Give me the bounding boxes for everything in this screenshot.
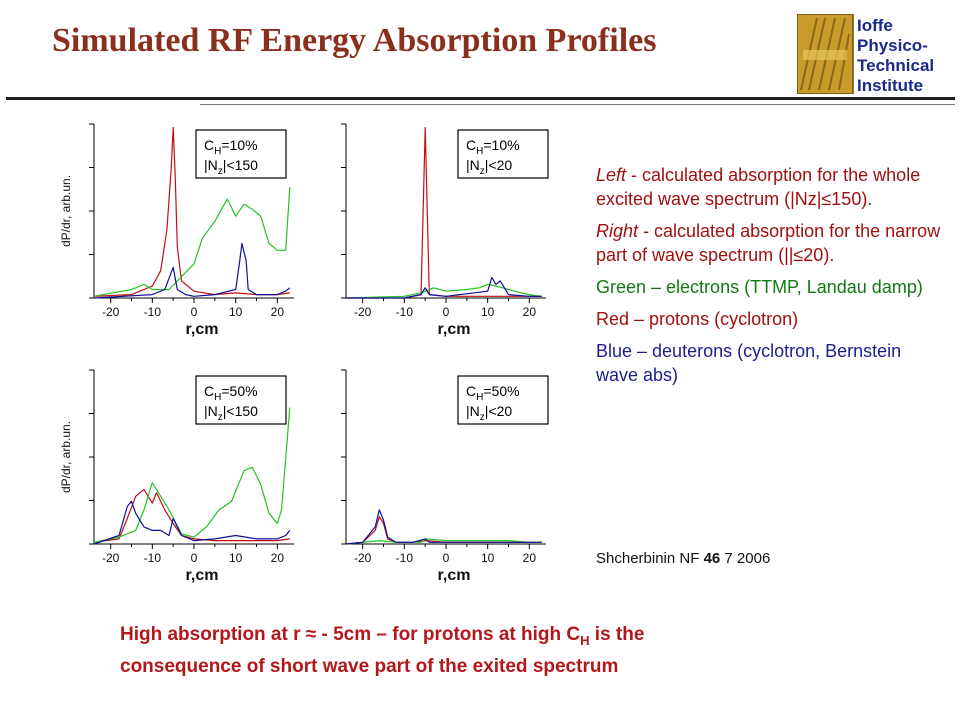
- x-axis-label: r,cm: [186, 567, 219, 584]
- x-tick-label: 20: [523, 305, 537, 319]
- x-tick-label: 10: [229, 305, 243, 319]
- note-red: Red – protons (cyclotron): [596, 309, 799, 329]
- legend-nz: |Nz|<150: [204, 157, 258, 177]
- x-tick-label: 0: [443, 551, 450, 565]
- series-line-blue: [346, 276, 542, 299]
- title-divider-thin: [200, 104, 955, 105]
- series-line-green: [345, 538, 542, 545]
- legend-nz: |Nz|<150: [204, 403, 258, 423]
- slide-title: Simulated RF Energy Absorption Profiles: [52, 22, 657, 59]
- note-right: Right - calculated absorption for the na…: [596, 221, 941, 265]
- series-line-red: [93, 488, 290, 543]
- x-tick-label: -20: [354, 305, 372, 319]
- legend-box: [457, 375, 549, 425]
- source-citation: Shcherbinin NF 46 7 2006: [596, 550, 771, 567]
- x-tick-label: -20: [102, 305, 120, 319]
- svg-text:Technical: Technical: [857, 56, 934, 75]
- series-line-green: [345, 283, 542, 299]
- legend-ch: CH=10%: [466, 137, 520, 157]
- y-axis-label: dP/dr, arb.un.: [59, 421, 73, 493]
- series-line-blue: [93, 242, 291, 299]
- x-tick-label: -20: [354, 551, 372, 565]
- svg-text:Institute: Institute: [857, 76, 923, 94]
- series-line-blue: [345, 509, 542, 545]
- legend-nz: |Nz|<20: [466, 403, 512, 423]
- legend-box: [457, 129, 549, 179]
- x-tick-label: 20: [271, 551, 285, 565]
- note-blue: Blue – deuterons (cyclotron, Bernstein w…: [596, 341, 902, 385]
- conclusion-line-1: High absorption at r ≈ - 5cm – for proto…: [120, 624, 645, 648]
- svg-text:Ioffe: Ioffe: [857, 16, 893, 35]
- legend-box: [195, 375, 287, 425]
- series-line-red: [93, 126, 290, 297]
- conclusion-line-2: consequence of short wave part of the ex…: [120, 655, 619, 677]
- x-tick-label: 0: [191, 551, 198, 565]
- x-axis-label: r,cm: [438, 567, 471, 584]
- conclusion-text: High absorption at r ≈ - 5cm – for proto…: [120, 622, 900, 680]
- x-tick-label: 20: [271, 305, 285, 319]
- x-axis-label: r,cm: [438, 321, 471, 338]
- institute-logo: Ioffe Physico- Technical Institute: [797, 14, 934, 94]
- series-line-green: [93, 187, 291, 297]
- svg-text:Physico-: Physico-: [857, 36, 928, 55]
- series-line-green: [93, 407, 291, 543]
- x-tick-label: -20: [102, 551, 120, 565]
- x-axis-label: r,cm: [186, 321, 219, 338]
- x-tick-label: 0: [191, 305, 198, 319]
- plot-top-right: -20 -10 0 10 20 r,cm CH=10%|Nz|<20: [341, 123, 549, 338]
- x-tick-label: 10: [229, 551, 243, 565]
- x-tick-label: -10: [396, 305, 414, 319]
- note-green: Green – electrons (TTMP, Landau damp): [596, 277, 923, 297]
- x-tick-label: 10: [481, 305, 495, 319]
- y-axis-label: dP/dr, arb.un.: [59, 175, 73, 247]
- legend-nz: |Nz|<20: [466, 157, 512, 177]
- note-left: Left - calculated absorption for the who…: [596, 165, 921, 209]
- x-tick-label: 0: [443, 305, 450, 319]
- legend-box: [195, 129, 287, 179]
- series-line-blue: [93, 500, 291, 545]
- x-tick-label: 20: [523, 551, 537, 565]
- x-tick-label: -10: [396, 551, 414, 565]
- title-divider: [6, 97, 955, 100]
- x-tick-label: 10: [481, 551, 495, 565]
- explanation-notes: Left - calculated absorption for the who…: [596, 163, 941, 395]
- x-tick-label: -10: [144, 551, 162, 565]
- x-tick-label: -10: [144, 305, 162, 319]
